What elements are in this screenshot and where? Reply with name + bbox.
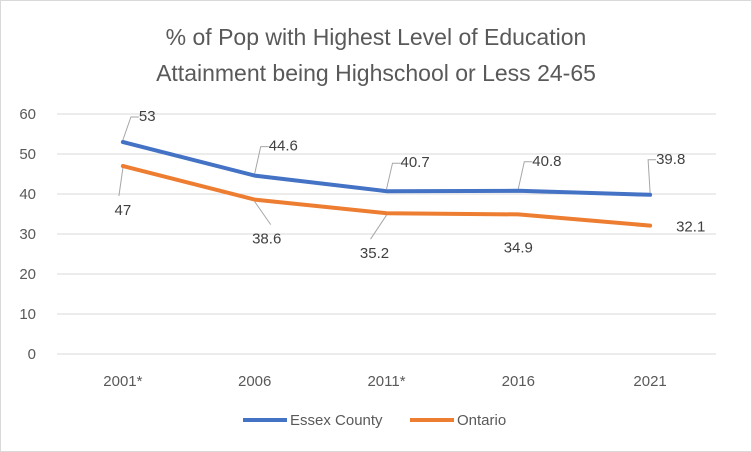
series-lines [120,140,653,228]
leader-line-essex-county-3 [517,161,533,189]
data-label-essex-county-0: 53 [139,108,156,125]
chart-title-line-1: % of Pop with Highest Level of Education [166,24,587,50]
y-tick-label-0: 0 [28,346,36,363]
x-tick-label-2001: 2001* [103,373,142,390]
data-labels: 53 44.6 40.7 40.8 39.8 47 38.6 35.2 34.9 32.1 [115,108,706,262]
leader-line-essex-county-0 [122,116,139,141]
leader-line-ontario-2 [370,214,387,240]
y-tick-label-10: 10 [19,306,36,323]
x-tick-label-2006: 2006 [238,373,271,390]
data-label-essex-county-3: 40.8 [532,153,561,170]
y-tick-label-50: 50 [19,146,36,163]
y-tick-label-20: 20 [19,266,36,283]
data-label-essex-county-1: 44.6 [269,138,298,155]
x-axis-tick-labels: 2001* 2006 2011* 2016 2021 [103,373,666,390]
data-label-ontario-3: 34.9 [504,239,533,256]
y-tick-label-60: 60 [19,106,36,123]
y-tick-label-30: 30 [19,226,36,243]
data-label-essex-county-4: 39.8 [656,151,685,168]
data-label-essex-county-2: 40.7 [401,154,430,171]
leader-line-essex-county-4 [647,159,657,193]
data-label-ontario-1: 38.6 [252,231,281,248]
y-axis-tick-labels: 0 10 20 30 40 50 60 [19,106,36,363]
data-label-leaders [118,116,657,240]
data-label-ontario-0: 47 [115,202,132,219]
legend-label-essex-county: Essex County [290,412,383,429]
legend-label-ontario: Ontario [457,412,506,429]
gridlines [57,113,716,355]
x-tick-label-2011: 2011* [367,373,405,390]
leader-line-essex-county-2 [386,162,401,190]
x-tick-label-2021: 2021 [633,373,666,390]
leader-line-ontario-1 [254,201,272,225]
series-line-ontario [120,164,653,228]
leader-line-ontario-0 [118,167,124,197]
y-tick-label-40: 40 [19,186,36,203]
leader-line-essex-county-1 [254,146,269,174]
series-line-essex-county [120,140,653,197]
chart-title-line-2: Attainment being Highschool or Less 24-6… [156,60,596,86]
data-label-ontario-4: 32.1 [676,219,705,236]
legend: Essex County Ontario [243,412,506,429]
data-label-ontario-2: 35.2 [360,245,389,262]
x-tick-label-2016: 2016 [502,373,535,390]
